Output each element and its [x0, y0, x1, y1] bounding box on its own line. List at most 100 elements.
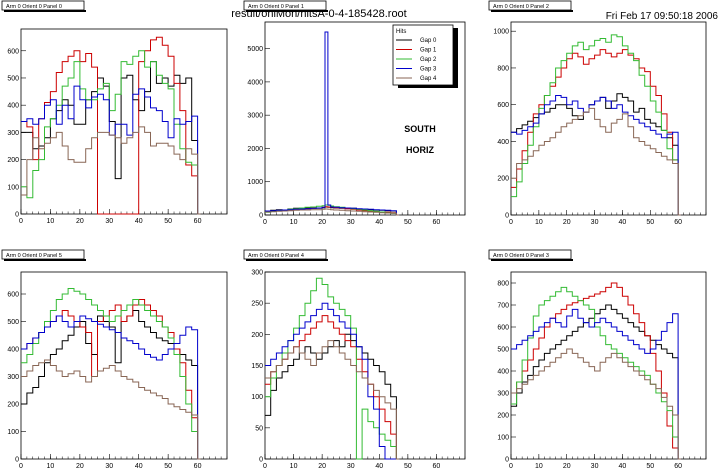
series-line-gap-2	[511, 286, 681, 460]
x-tick-label: 20	[76, 218, 84, 225]
x-tick-label: 40	[135, 463, 143, 470]
legend-entry: Gap 2	[420, 57, 437, 63]
x-tick-label: 20	[76, 463, 84, 470]
series-line-gap-4	[511, 348, 681, 460]
x-tick-label: 50	[164, 463, 172, 470]
y-tick-label: 600	[7, 48, 19, 55]
y-tick-label: 400	[497, 139, 509, 146]
y-tick-label: 200	[7, 402, 19, 409]
panel-title: Arm 0 Orient 0 Panel 4	[248, 253, 304, 259]
y-tick-label: 800	[497, 281, 509, 288]
plot-frame	[510, 271, 707, 460]
series-line-gap-1	[511, 282, 681, 460]
y-tick-label: 0	[505, 457, 509, 464]
plot-frame	[264, 271, 466, 460]
x-tick-label: 10	[535, 463, 543, 470]
plot-frame	[264, 21, 466, 216]
x-tick-label: 10	[47, 218, 55, 225]
panel-1: Arm 0 Orient 0 Panel 1 0 10 20 30 40 50 60 0 1000…	[243, 0, 466, 226]
x-tick-label: 30	[591, 219, 599, 226]
legend-entry: Gap 1	[420, 48, 437, 54]
y-tick-label: 500	[7, 319, 19, 326]
x-tick-label: 30	[105, 463, 113, 470]
x-tick-label: 0	[263, 219, 267, 226]
x-tick-label: 10	[290, 463, 298, 470]
y-tick-label: 50	[255, 425, 263, 432]
y-tick-label: 5000	[247, 46, 263, 53]
panel-title: Arm 0 Orient 0 Panel 5	[6, 253, 62, 259]
annotation-south: SOUTH	[404, 124, 436, 134]
y-tick-label: 150	[251, 363, 263, 370]
y-tick-label: 200	[497, 413, 509, 420]
y-tick-label: 600	[7, 292, 19, 299]
y-tick-label: 0	[259, 213, 263, 220]
x-tick-label: 40	[375, 219, 383, 226]
x-tick-label: 20	[563, 219, 571, 226]
legend-box	[392, 24, 454, 86]
y-tick-label: 0	[505, 213, 509, 220]
series-line-gap-4	[265, 208, 400, 216]
panel-title-shadow	[4, 259, 86, 261]
x-tick-label: 50	[404, 463, 412, 470]
x-tick-label: 60	[433, 463, 441, 470]
y-tick-label: 2000	[247, 146, 263, 153]
x-tick-label: 50	[164, 218, 172, 225]
x-tick-label: 10	[535, 219, 543, 226]
y-tick-label: 500	[7, 75, 19, 82]
x-tick-label: 40	[619, 463, 627, 470]
x-tick-label: 20	[318, 219, 326, 226]
series-line-gap-3	[511, 95, 681, 216]
series-line-gap-3	[511, 308, 681, 460]
y-tick-label: 0	[15, 212, 19, 219]
panel-2: Arm 0 Orient 0 Panel 20 10 20 30 40 50 6002004…	[488, 0, 707, 226]
x-tick-label: 60	[194, 463, 202, 470]
x-tick-label: 50	[646, 463, 654, 470]
plot-frame	[20, 271, 228, 460]
panel-title-shadow	[246, 259, 328, 261]
y-tick-label: 500	[497, 347, 509, 354]
panel-title: Arm 0 Orient 0 Panel 1	[248, 4, 304, 10]
x-tick-label: 60	[674, 219, 682, 226]
y-tick-label: 800	[497, 65, 509, 72]
x-tick-label: 0	[509, 219, 513, 226]
panel-4: Arm 0 Orient 0 Panel 4 0 10 20 30 40 50 60 0 50 10…	[243, 249, 466, 470]
x-tick-label: 30	[347, 219, 355, 226]
panel-5: Arm 0 Orient 0 Panel 30 10 20 30 40 50 6001002…	[488, 249, 707, 470]
x-tick-label: 40	[375, 463, 383, 470]
legend-title: Hits	[396, 29, 406, 35]
y-tick-label: 600	[497, 102, 509, 109]
panel-3: Arm 0 Orient 0 Panel 50 10 20 30 40 50 6001002…	[1, 249, 228, 470]
annotation-horiz: HORIZ	[406, 145, 435, 155]
panel-0: Arm 0 Orient 0 Panel 00 10 20 30 40 50 6001002…	[1, 0, 228, 225]
series-line-gap-3	[21, 315, 201, 460]
x-tick-label: 60	[674, 463, 682, 470]
x-tick-label: 30	[591, 463, 599, 470]
y-tick-label: 300	[497, 391, 509, 398]
datetime-stamp: Fri Feb 17 09:50:18 2006	[606, 11, 719, 22]
y-tick-label: 200	[251, 332, 263, 339]
x-tick-label: 0	[263, 463, 267, 470]
x-tick-label: 50	[646, 219, 654, 226]
x-tick-label: 0	[19, 463, 23, 470]
panel-title: Arm 0 Orient 0 Panel 3	[493, 253, 549, 259]
y-tick-label: 250	[251, 301, 263, 308]
series-line-gap-0	[21, 310, 201, 460]
y-tick-label: 1000	[493, 29, 509, 36]
x-tick-label: 60	[194, 218, 202, 225]
x-tick-label: 10	[47, 463, 55, 470]
series-line-gap-2	[21, 50, 201, 215]
y-tick-label: 300	[7, 130, 19, 137]
series-line-gap-4	[511, 107, 681, 216]
y-tick-label: 400	[7, 347, 19, 354]
x-tick-label: 60	[433, 219, 441, 226]
series-line-gap-1	[21, 299, 201, 460]
y-tick-label: 0	[15, 457, 19, 464]
y-tick-label: 0	[259, 457, 263, 464]
y-tick-label: 100	[7, 184, 19, 191]
panel-title: Arm 0 Orient 0 Panel 2	[493, 4, 549, 10]
y-tick-label: 700	[497, 303, 509, 310]
y-tick-label: 1000	[247, 179, 263, 186]
legend-entry: Gap 0	[420, 38, 437, 44]
x-tick-label: 50	[404, 219, 412, 226]
